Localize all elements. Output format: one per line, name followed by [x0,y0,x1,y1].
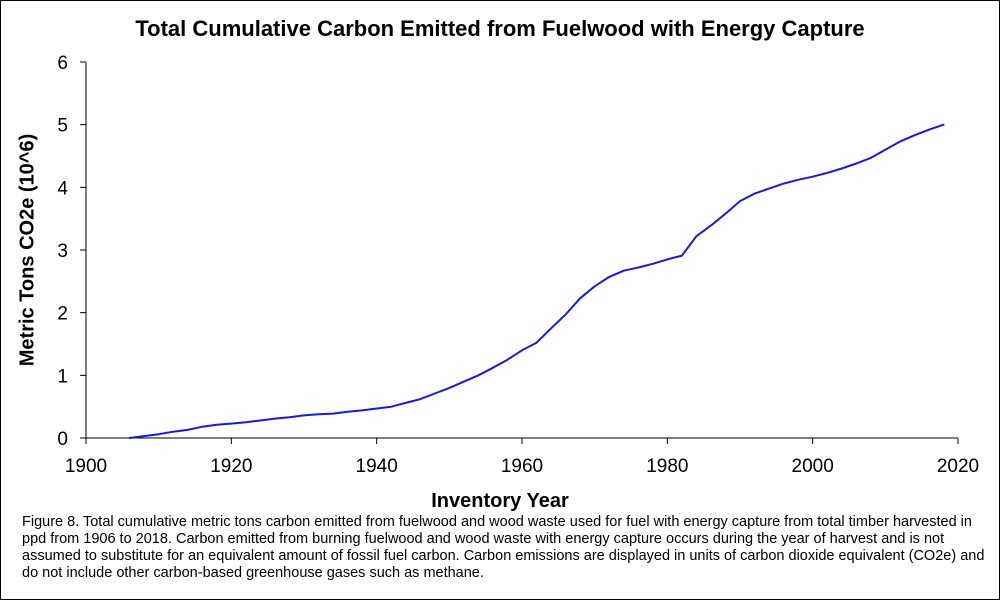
x-tick-label: 1940 [356,456,398,477]
y-tick-label: 3 [57,241,68,262]
x-tick-label: 1920 [210,456,252,477]
chart-title: Total Cumulative Carbon Emitted from Fue… [135,16,865,41]
x-tick-label: 1980 [646,456,688,477]
y-tick-label: 5 [57,116,68,137]
series-line [128,123,945,439]
x-tick-label: 1900 [65,456,107,477]
y-tick-label: 0 [57,429,68,450]
y-tick-label: 2 [57,304,68,325]
x-axis-title: Inventory Year [431,490,569,512]
axes [80,61,959,444]
figure-caption: Figure 8. Total cumulative metric tons c… [22,514,985,581]
y-axis-title: Metric Tons CO2e (10^6) [16,133,39,367]
x-tick-label: 2020 [937,456,979,477]
x-tick-label: 1960 [501,456,543,477]
x-tick-label: 2000 [792,456,834,477]
tick-labels: 0 1 2 3 4 5 6 1900 1920 1940 1960 1980 2000 2020 [57,53,979,477]
y-tick-label: 6 [57,53,68,74]
y-tick-label: 4 [57,178,68,199]
series-group [128,123,945,439]
y-tick-label: 1 [57,366,68,387]
